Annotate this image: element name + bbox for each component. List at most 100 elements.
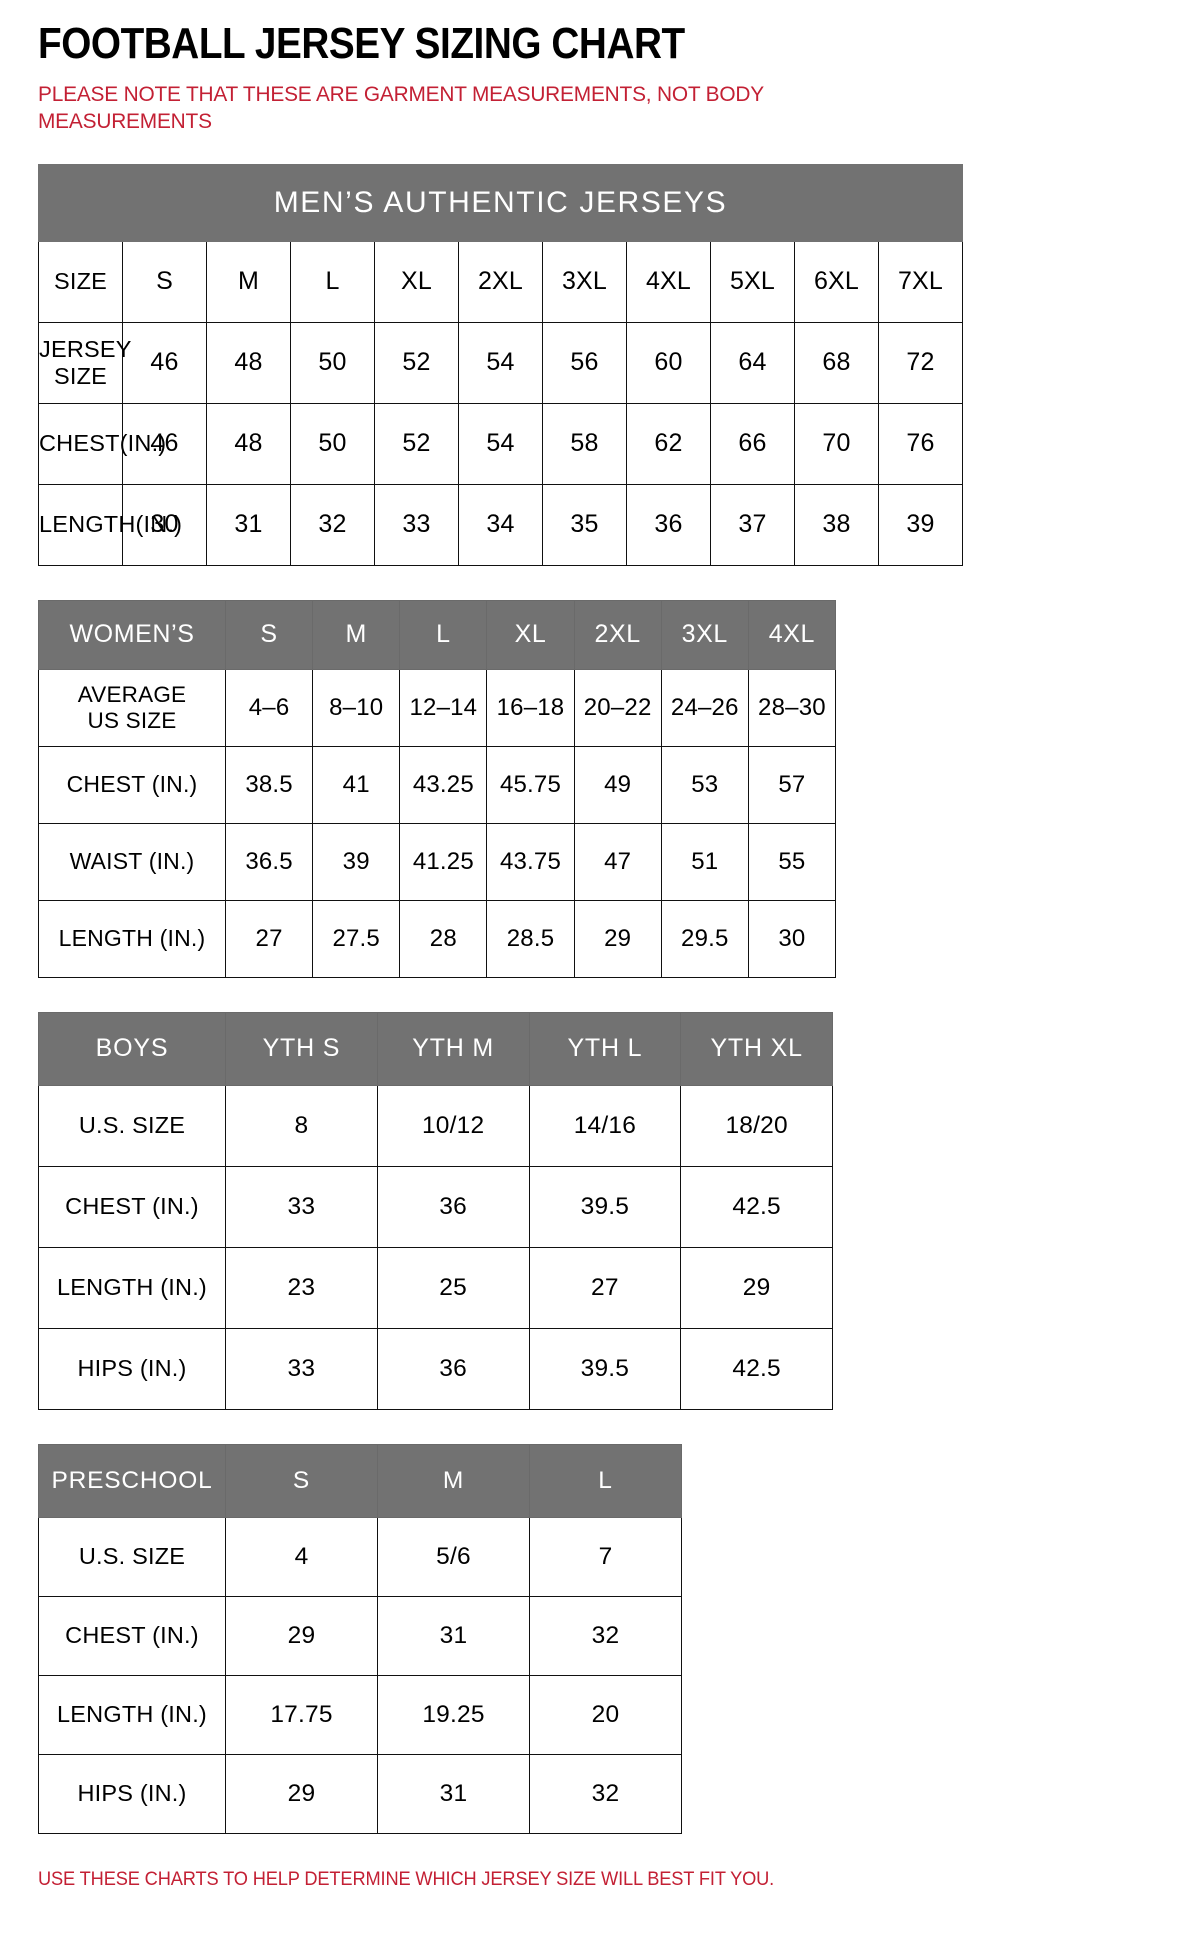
mens-length-l: 32 (290, 483, 375, 566)
womens-row-label-average-us-size: AVERAGE US SIZE (38, 668, 226, 747)
mens-length-5xl: 37 (710, 483, 795, 566)
mens-length-xl: 33 (374, 483, 459, 566)
mens-chest-2xl: 54 (458, 402, 543, 485)
boys-us-size-yth-xl: 18/20 (680, 1084, 833, 1167)
mens-jersey-size-7xl: 72 (878, 321, 963, 404)
preschool-length-m: 19.25 (377, 1674, 530, 1755)
table-header-row: BOYS YTH S YTH M YTH L YTH XL (38, 1011, 833, 1086)
mens-jersey-size-5xl: 64 (710, 321, 795, 404)
boys-hips-yth-m: 36 (376, 1327, 530, 1410)
preschool-length-s: 17.75 (225, 1674, 378, 1755)
table-header-row: PRESCHOOL S M L (38, 1443, 682, 1518)
table-row: SIZE S M L XL 2XL 3XL 4XL 5XL 6XL 7XL (38, 240, 963, 323)
boys-length-yth-xl: 29 (680, 1246, 833, 1329)
mens-col-header-6xl: 6XL (794, 240, 879, 323)
boys-sizing-table: BOYS YTH S YTH M YTH L YTH XL U.S. SIZE … (38, 1011, 833, 1410)
mens-sizing-table: MEN’S AUTHENTIC JERSEYS SIZE S M L XL 2X… (38, 163, 963, 566)
table-row: CHEST (IN.) 38.5 41 43.25 45.75 49 53 57 (38, 745, 837, 824)
preschool-hips-s: 29 (225, 1753, 378, 1834)
mens-chest-l: 50 (290, 402, 375, 485)
preschool-hips-m: 31 (377, 1753, 530, 1834)
boys-us-size-yth-m: 10/12 (376, 1084, 530, 1167)
mens-length-6xl: 38 (794, 483, 879, 566)
mens-length-7xl: 39 (878, 483, 963, 566)
use-charts-note: USE THESE CHARTS TO HELP DETERMINE WHICH… (38, 1868, 775, 1890)
boys-hips-yth-s: 33 (225, 1327, 378, 1410)
mens-jersey-size-xl: 52 (374, 321, 459, 404)
mens-length-3xl: 35 (542, 483, 627, 566)
womens-row-label-chest: CHEST (IN.) (38, 745, 226, 824)
womens-chest-2xl: 49 (573, 745, 662, 824)
womens-length-4xl: 30 (747, 899, 837, 978)
preschool-us-size-m: 5/6 (377, 1516, 530, 1597)
preschool-row-label-hips: HIPS (IN.) (38, 1753, 226, 1834)
table-banner-row: MEN’S AUTHENTIC JERSEYS (38, 163, 963, 242)
table-row: WAIST (IN.) 36.5 39 41.25 43.75 47 51 55 (38, 822, 837, 901)
mens-jersey-size-3xl: 56 (542, 321, 627, 404)
womens-chest-4xl: 57 (747, 745, 837, 824)
preschool-hips-l: 32 (529, 1753, 682, 1834)
table-row: CHEST(IN.) 46 48 50 52 54 58 62 66 70 76 (38, 402, 963, 485)
womens-avg-label-line1: AVERAGE (77, 682, 187, 708)
boys-chest-yth-xl: 42.5 (680, 1165, 833, 1248)
boys-chest-yth-s: 33 (225, 1165, 378, 1248)
womens-us-size-s: 4–6 (224, 668, 314, 747)
mens-chest-s: 46 (122, 402, 207, 485)
womens-row-label-length: LENGTH (IN.) (38, 899, 226, 978)
womens-waist-4xl: 55 (747, 822, 837, 901)
boys-row-label-length: LENGTH (IN.) (38, 1246, 226, 1329)
womens-us-size-2xl: 20–22 (573, 668, 662, 747)
boys-hips-yth-xl: 42.5 (680, 1327, 833, 1410)
boys-table-title: BOYS (38, 1011, 226, 1086)
page-title: FOOTBALL JERSEY SIZING CHART (38, 19, 685, 68)
womens-col-header-3xl: 3XL (660, 599, 749, 670)
preschool-row-label-us-size: U.S. SIZE (38, 1516, 226, 1597)
womens-us-size-3xl: 24–26 (660, 668, 749, 747)
boys-us-size-yth-l: 14/16 (528, 1084, 682, 1167)
boys-col-header-yth-l: YTH L (528, 1011, 682, 1086)
womens-chest-xl: 45.75 (486, 745, 575, 824)
womens-length-xl: 28.5 (486, 899, 575, 978)
mens-chest-m: 48 (206, 402, 291, 485)
mens-col-header-l: L (290, 240, 375, 323)
mens-row-label-jersey-size: JERSEY SIZE (38, 321, 131, 404)
preschool-sizing-table: PRESCHOOL S M L U.S. SIZE 4 5/6 7 CHEST … (38, 1443, 682, 1834)
womens-chest-s: 38.5 (224, 745, 314, 824)
womens-col-header-2xl: 2XL (573, 599, 662, 670)
garment-measurement-note: PLEASE NOTE THAT THESE ARE GARMENT MEASU… (38, 81, 764, 134)
womens-waist-l: 41.25 (399, 822, 488, 901)
preschool-table-title: PRESCHOOL (38, 1443, 226, 1518)
womens-length-l: 28 (399, 899, 488, 978)
mens-chest-7xl: 76 (878, 402, 963, 485)
table-row: LENGTH(IN.) 30 31 32 33 34 35 36 37 38 3… (38, 483, 963, 566)
boys-hips-yth-l: 39.5 (528, 1327, 682, 1410)
table-row: U.S. SIZE 4 5/6 7 (38, 1516, 682, 1597)
mens-chest-3xl: 58 (542, 402, 627, 485)
womens-us-size-4xl: 28–30 (747, 668, 837, 747)
table-row: LENGTH (IN.) 23 25 27 29 (38, 1246, 833, 1329)
mens-col-header-s: S (122, 240, 207, 323)
mens-col-header-3xl: 3XL (542, 240, 627, 323)
womens-us-size-m: 8–10 (312, 668, 401, 747)
preschool-chest-l: 32 (529, 1595, 682, 1676)
womens-avg-label-line2: US SIZE (87, 707, 177, 733)
table-row: AVERAGE US SIZE 4–6 8–10 12–14 16–18 20–2… (38, 668, 837, 747)
boys-row-label-chest: CHEST (IN.) (38, 1165, 226, 1248)
boys-col-header-yth-s: YTH S (225, 1011, 378, 1086)
boys-col-header-yth-m: YTH M (376, 1011, 530, 1086)
mens-table-banner: MEN’S AUTHENTIC JERSEYS (38, 163, 963, 242)
mens-row-label-length: LENGTH(IN.) (38, 483, 182, 566)
womens-waist-m: 39 (312, 822, 401, 901)
mens-col-header-7xl: 7XL (878, 240, 963, 323)
table-row: HIPS (IN.) 33 36 39.5 42.5 (38, 1327, 833, 1410)
mens-column-header-label: SIZE (38, 240, 123, 323)
womens-col-header-s: S (224, 599, 314, 670)
mens-chest-5xl: 66 (710, 402, 795, 485)
womens-chest-l: 43.25 (399, 745, 488, 824)
preschool-row-label-chest: CHEST (IN.) (38, 1595, 226, 1676)
preschool-chest-s: 29 (225, 1595, 378, 1676)
boys-col-header-yth-xl: YTH XL (680, 1011, 833, 1086)
table-header-row: WOMEN’S S M L XL 2XL 3XL 4XL (38, 599, 837, 670)
preschool-col-header-m: M (377, 1443, 530, 1518)
